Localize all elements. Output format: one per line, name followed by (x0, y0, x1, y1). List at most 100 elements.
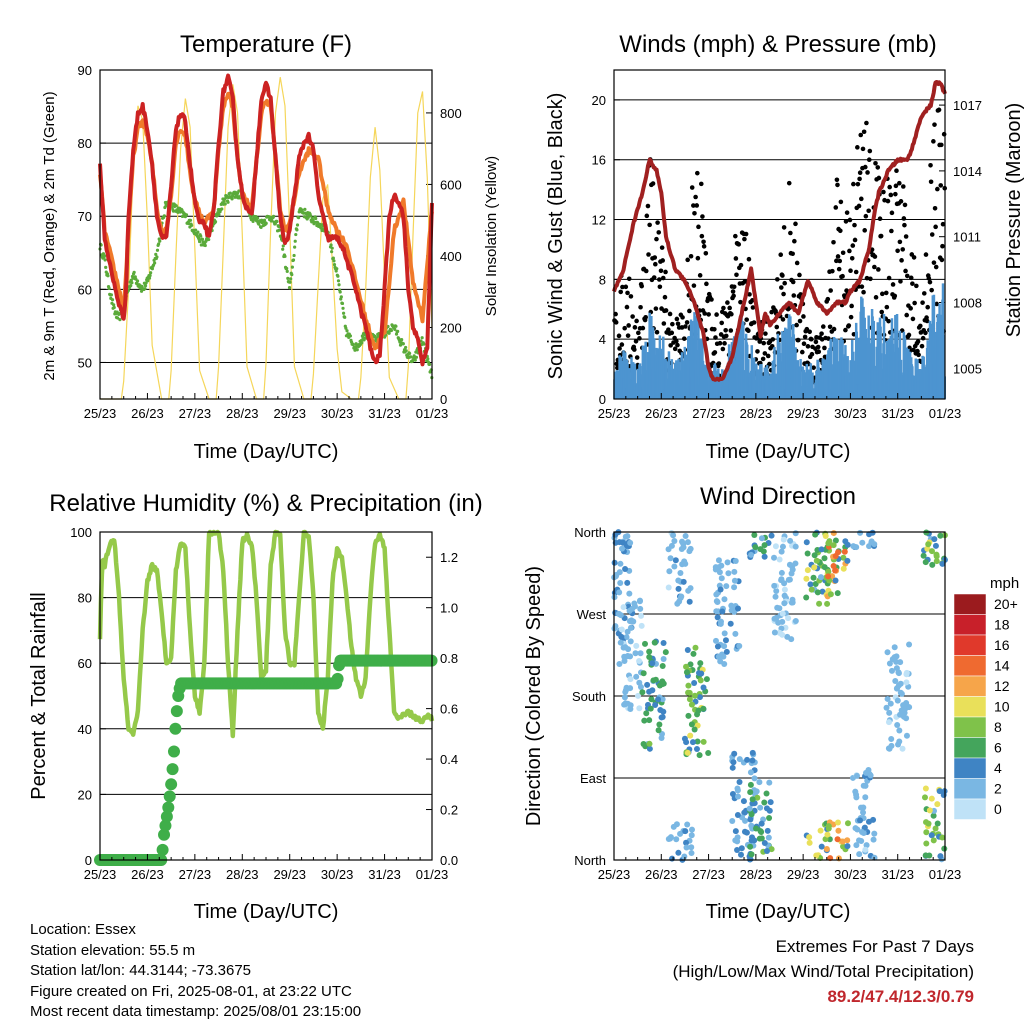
direction-point (725, 570, 732, 577)
dewpoint-point (330, 250, 334, 254)
direction-point (939, 560, 946, 567)
gust-point (801, 341, 807, 347)
direction-point (675, 849, 682, 856)
gust-point (736, 242, 742, 247)
legend-swatch (953, 696, 987, 718)
dewpoint-point (340, 301, 345, 306)
gust-point (632, 325, 638, 330)
gust-point (712, 350, 718, 355)
gust-point (914, 283, 919, 289)
gust-point (723, 327, 728, 333)
temp-2m-series (98, 73, 434, 367)
humidity-xtick-label: 25/23 (84, 867, 117, 882)
gust-point (617, 346, 622, 351)
humidity-xtick-label: 27/23 (179, 867, 212, 882)
direction-point (684, 647, 691, 654)
recent-timestamp: Most recent data timestamp: 2025/08/01 2… (30, 1003, 362, 1020)
direction-point (638, 622, 645, 629)
gust-point (666, 327, 671, 332)
direction-point (638, 612, 645, 619)
gust-point (939, 257, 945, 263)
dewpoint-point (146, 279, 150, 283)
dewpoint-point (199, 243, 203, 247)
direction-point (685, 712, 692, 719)
dewpoint-point (297, 215, 301, 220)
direction-point (832, 577, 839, 584)
temperature-ytick-label: 600 (440, 177, 462, 192)
direction-point (617, 639, 624, 646)
direction-point (817, 827, 824, 834)
direction-point (860, 804, 867, 811)
legend-swatch (953, 675, 987, 697)
direction-point (684, 749, 691, 756)
dewpoint-point (264, 221, 268, 225)
direction-point (871, 830, 878, 837)
gust-point (834, 177, 840, 183)
gust-point (924, 315, 929, 320)
direction-point (832, 567, 839, 574)
gust-point (828, 288, 833, 293)
direction-point (631, 603, 638, 610)
gust-point (730, 289, 736, 294)
gust-point (931, 139, 936, 144)
gust-point (630, 314, 635, 319)
direction-point (775, 619, 782, 626)
humidity-ytick-label: 1.2 (440, 550, 458, 565)
gust-point (879, 291, 885, 297)
dewpoint-point (341, 311, 346, 315)
dewpoint-point (336, 279, 341, 283)
gust-point (857, 170, 863, 176)
direction-panel: Wind Direction NorthEastSouthWestNorth25… (523, 483, 1019, 923)
dewpoint-point (286, 276, 290, 280)
gust-point (861, 289, 866, 295)
direction-point (679, 538, 686, 545)
station-latlon: Station lat/lon: 44.3144; -73.3675 (30, 962, 252, 979)
humidity-plot-area: 0 20 40 60 80 100 0.0 0.2 0.4 0.6 0.8 1.0 1.2 25/23 26… (70, 525, 458, 882)
direction-point (776, 556, 783, 563)
temperature-xtick-label: 27/23 (179, 406, 212, 421)
direction-point (717, 658, 724, 665)
gust-point (889, 228, 894, 234)
humidity-xtick-label: 28/23 (226, 867, 259, 882)
extremes-subtitle: (High/Low/Max Wind/Total Precipitation) (672, 962, 974, 981)
direction-point (761, 839, 768, 846)
direction-point (937, 532, 944, 539)
direction-point (922, 852, 929, 859)
direction-point (903, 679, 910, 686)
dewpoint-point (199, 234, 203, 238)
precip-point (159, 819, 172, 832)
gust-point (623, 284, 629, 290)
gust-point (754, 335, 760, 341)
direction-point (688, 832, 695, 839)
dewpoint-point (314, 216, 318, 221)
gust-point (864, 120, 869, 126)
legend-swatch (953, 757, 987, 779)
direction-point (635, 692, 642, 699)
gust-point (699, 233, 705, 239)
winds-ytick-label: 1008 (953, 295, 982, 310)
direction-point (691, 692, 698, 699)
gust-point (851, 181, 856, 187)
direction-point (697, 660, 704, 667)
direction-point (715, 557, 722, 564)
direction-point (753, 825, 760, 832)
gust-point (862, 228, 868, 233)
gust-point (725, 300, 730, 305)
direction-point (766, 807, 773, 814)
winds-ytick-label: 1014 (953, 164, 982, 179)
direction-point (835, 819, 842, 826)
dewpoint-point (118, 317, 122, 322)
dewpoint-point (143, 284, 148, 288)
direction-point (729, 791, 736, 798)
direction-point (894, 697, 901, 704)
winds-ytick-label: 1017 (953, 98, 982, 113)
gust-point (822, 345, 827, 351)
gust-point (814, 334, 819, 340)
gust-point (866, 157, 872, 163)
direction-point (723, 648, 730, 655)
gust-point (827, 324, 833, 330)
direction-point (688, 826, 695, 833)
gust-point (674, 316, 680, 322)
direction-point (719, 608, 726, 615)
direction-point (636, 598, 643, 605)
